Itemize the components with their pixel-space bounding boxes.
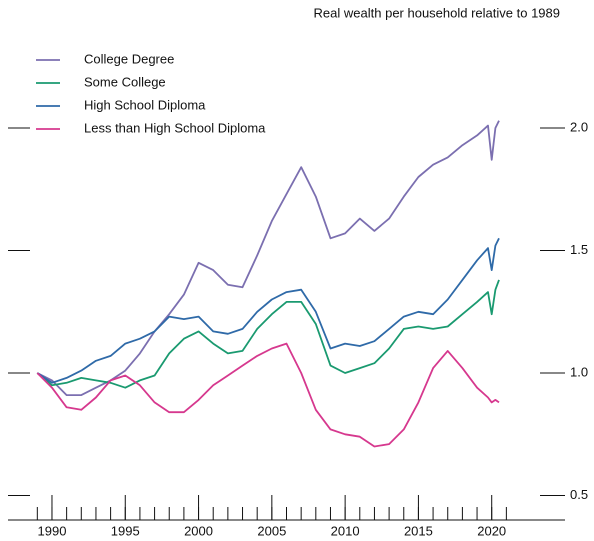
series-line xyxy=(36,279,500,389)
legend-label: Less than High School Diploma xyxy=(84,120,266,135)
y-tick-label: 1.5 xyxy=(570,242,588,257)
x-tick-label: 1995 xyxy=(111,523,140,538)
legend-label: Some College xyxy=(84,74,166,89)
y-tick-label: 1.0 xyxy=(570,364,588,379)
chart-title: Real wealth per household relative to 19… xyxy=(314,5,560,20)
x-tick-label: 1990 xyxy=(38,523,67,538)
x-tick-label: 2020 xyxy=(477,523,506,538)
x-tick-label: 2005 xyxy=(257,523,286,538)
x-tick-label: 2010 xyxy=(331,523,360,538)
series-line xyxy=(36,120,500,396)
x-tick-label: 2015 xyxy=(404,523,433,538)
series-line xyxy=(36,237,500,384)
series-line xyxy=(36,342,500,448)
x-tick-label: 2000 xyxy=(184,523,213,538)
y-tick-label: 0.5 xyxy=(570,487,588,502)
legend-label: College Degree xyxy=(84,51,174,66)
legend-label: High School Diploma xyxy=(84,97,206,112)
y-tick-label: 2.0 xyxy=(570,119,588,134)
